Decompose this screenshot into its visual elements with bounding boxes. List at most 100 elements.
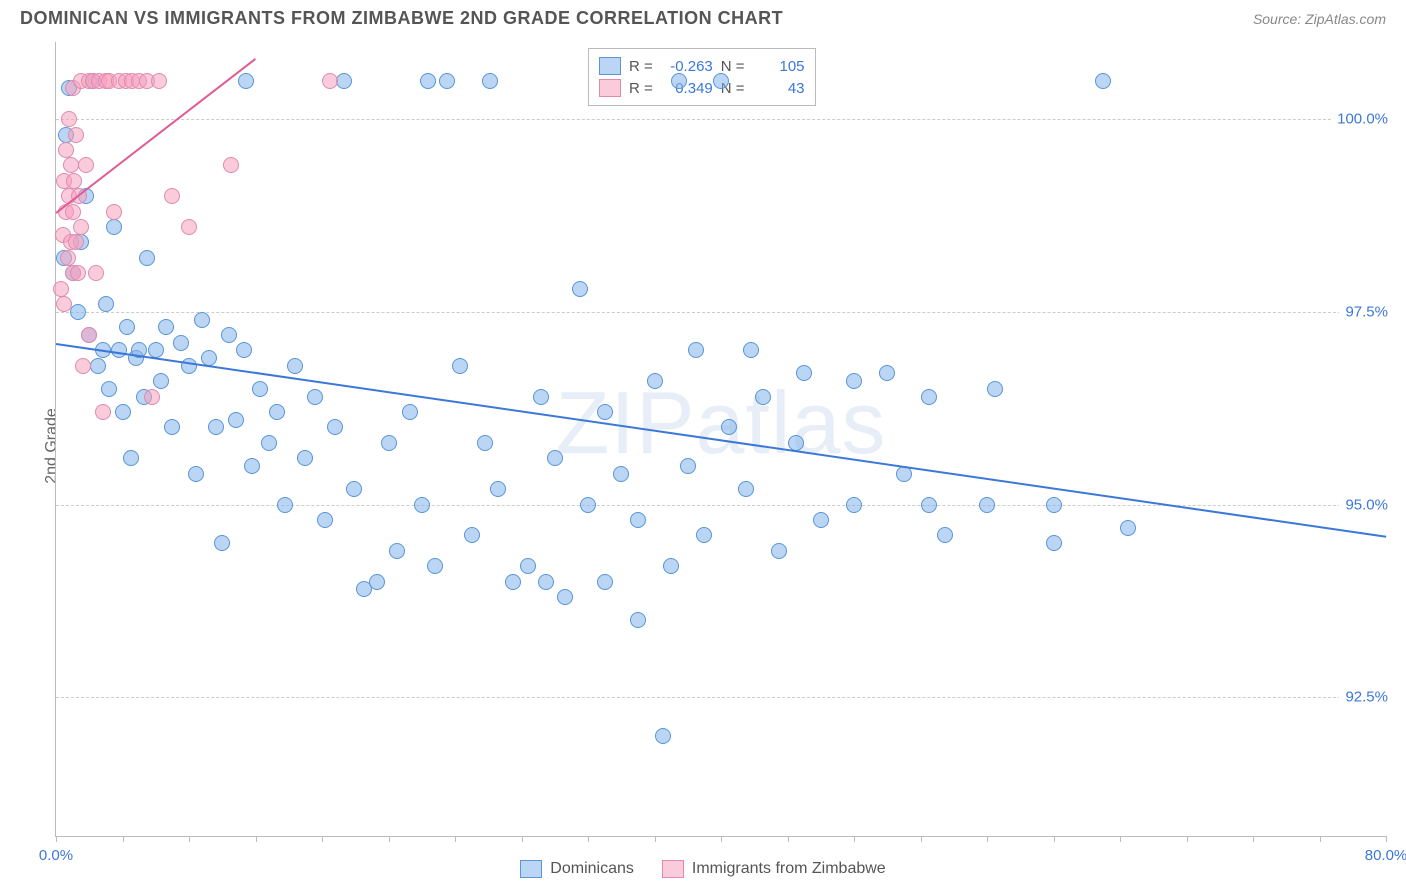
gridline (56, 697, 1386, 698)
x-tick-minor (455, 836, 456, 842)
data-point (269, 404, 285, 420)
data-point (688, 342, 704, 358)
data-point (317, 512, 333, 528)
data-point (244, 458, 260, 474)
data-point (322, 73, 338, 89)
data-point (164, 188, 180, 204)
data-point (287, 358, 303, 374)
legend-label: Immigrants from Zimbabwe (692, 860, 886, 878)
data-point (73, 219, 89, 235)
data-point (208, 419, 224, 435)
gridline (56, 312, 1386, 313)
data-point (680, 458, 696, 474)
data-point (402, 404, 418, 420)
data-point (381, 435, 397, 451)
scatter-chart: ZIPatlas R = -0.263 N = 105 R = 0.349 N … (55, 42, 1386, 837)
series-legend: Dominicans Immigrants from Zimbabwe (0, 860, 1406, 878)
data-point (452, 358, 468, 374)
data-point (597, 574, 613, 590)
data-point (221, 327, 237, 343)
data-point (937, 527, 953, 543)
data-point (1046, 497, 1062, 513)
data-point (713, 73, 729, 89)
data-point (56, 296, 72, 312)
swatch-dominicans-icon (520, 860, 542, 878)
data-point (327, 419, 343, 435)
x-tick-minor (1386, 836, 1387, 842)
data-point (151, 73, 167, 89)
data-point (297, 450, 313, 466)
data-point (90, 358, 106, 374)
data-point (66, 173, 82, 189)
data-point (477, 435, 493, 451)
data-point (427, 558, 443, 574)
data-point (846, 373, 862, 389)
legend-item-zimbabwe: Immigrants from Zimbabwe (662, 860, 886, 878)
n-value-2: 43 (753, 80, 805, 97)
data-point (696, 527, 712, 543)
n-label: N = (721, 58, 745, 75)
data-point (75, 358, 91, 374)
data-point (81, 327, 97, 343)
data-point (78, 157, 94, 173)
data-point (277, 497, 293, 513)
data-point (369, 574, 385, 590)
x-tick-minor (56, 836, 57, 842)
swatch-dominicans-icon (599, 57, 621, 75)
r-label: R = (629, 80, 653, 97)
data-point (173, 335, 189, 351)
x-tick-minor (1054, 836, 1055, 842)
data-point (771, 543, 787, 559)
chart-title: DOMINICAN VS IMMIGRANTS FROM ZIMBABWE 2N… (20, 8, 783, 29)
data-point (921, 497, 937, 513)
x-tick-minor (588, 836, 589, 842)
stats-row-2: R = 0.349 N = 43 (599, 77, 805, 99)
data-point (879, 365, 895, 381)
x-tick-minor (1253, 836, 1254, 842)
data-point (647, 373, 663, 389)
data-point (261, 435, 277, 451)
x-tick-minor (389, 836, 390, 842)
legend-item-dominicans: Dominicans (520, 860, 634, 878)
data-point (671, 73, 687, 89)
data-point (1095, 73, 1111, 89)
data-point (630, 512, 646, 528)
data-point (223, 157, 239, 173)
data-point (580, 497, 596, 513)
data-point (921, 389, 937, 405)
x-tick-minor (522, 836, 523, 842)
stats-legend: R = -0.263 N = 105 R = 0.349 N = 43 (588, 48, 816, 106)
data-point (68, 234, 84, 250)
swatch-zimbabwe-icon (599, 79, 621, 97)
data-point (101, 381, 117, 397)
data-point (979, 497, 995, 513)
data-point (88, 265, 104, 281)
data-point (533, 389, 549, 405)
data-point (158, 319, 174, 335)
data-point (98, 296, 114, 312)
y-tick-label: 97.5% (1339, 303, 1388, 320)
data-point (115, 404, 131, 420)
data-point (119, 319, 135, 335)
x-tick-minor (721, 836, 722, 842)
data-point (236, 342, 252, 358)
data-point (721, 419, 737, 435)
data-point (70, 265, 86, 281)
data-point (1046, 535, 1062, 551)
r-label: R = (629, 58, 653, 75)
x-tick-minor (1320, 836, 1321, 842)
data-point (630, 612, 646, 628)
data-point (164, 419, 180, 435)
x-tick-minor (1120, 836, 1121, 842)
x-tick-minor (123, 836, 124, 842)
data-point (139, 250, 155, 266)
gridline (56, 505, 1386, 506)
data-point (65, 204, 81, 220)
data-point (228, 412, 244, 428)
data-point (796, 365, 812, 381)
data-point (755, 389, 771, 405)
data-point (987, 381, 1003, 397)
y-tick-label: 95.0% (1339, 496, 1388, 513)
data-point (464, 527, 480, 543)
data-point (214, 535, 230, 551)
